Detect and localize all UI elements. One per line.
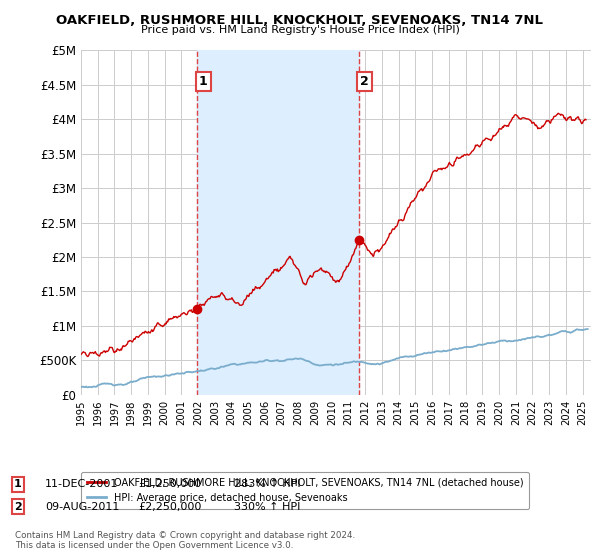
Text: 09-AUG-2011: 09-AUG-2011 (45, 502, 119, 512)
Text: Contains HM Land Registry data © Crown copyright and database right 2024.
This d: Contains HM Land Registry data © Crown c… (15, 531, 355, 550)
Bar (197, 50, 359, 395)
Text: OAKFIELD, RUSHMORE HILL, KNOCKHOLT, SEVENOAKS, TN14 7NL: OAKFIELD, RUSHMORE HILL, KNOCKHOLT, SEVE… (56, 14, 544, 27)
Text: 283% ↑ HPI: 283% ↑ HPI (234, 479, 301, 489)
Text: £2,250,000: £2,250,000 (138, 502, 202, 512)
Legend: OAKFIELD, RUSHMORE HILL, KNOCKHOLT, SEVENOAKS, TN14 7NL (detached house), HPI: A: OAKFIELD, RUSHMORE HILL, KNOCKHOLT, SEVE… (81, 472, 529, 508)
Text: 1: 1 (199, 75, 208, 88)
Text: 2: 2 (14, 502, 22, 512)
Text: 330% ↑ HPI: 330% ↑ HPI (234, 502, 301, 512)
Text: 1: 1 (14, 479, 22, 489)
Text: 11-DEC-2001: 11-DEC-2001 (45, 479, 118, 489)
Text: £1,250,000: £1,250,000 (138, 479, 201, 489)
Text: Price paid vs. HM Land Registry's House Price Index (HPI): Price paid vs. HM Land Registry's House … (140, 25, 460, 35)
Text: 2: 2 (360, 75, 369, 88)
